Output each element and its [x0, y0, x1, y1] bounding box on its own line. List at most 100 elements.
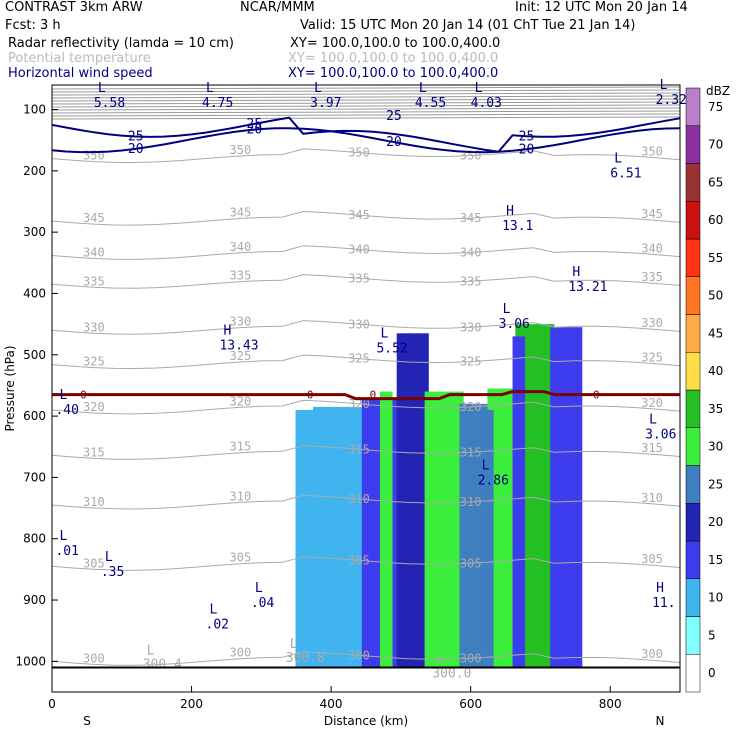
x-tick-label: 200: [180, 697, 203, 711]
wind-extremum-type: H: [506, 204, 514, 219]
theta-contour-label: 310: [348, 492, 370, 506]
colorbar-unit: dBZ: [706, 84, 730, 98]
x-end-label-right: N: [656, 714, 665, 728]
theta-contour-label: 350: [348, 146, 370, 160]
wind-extremum-value: 13.21: [568, 280, 607, 295]
wind-contour-label: 20: [128, 142, 144, 157]
header-left1: CONTRAST 3km ARW: [5, 0, 143, 15]
wind-extremum-type: H: [572, 265, 580, 280]
wind-contour-label: 20: [247, 123, 263, 138]
colorbar-level-label: 30: [708, 440, 723, 454]
theta-contour-label: 335: [641, 270, 663, 284]
theta-contour: [51, 245, 681, 260]
y-tick-label: 500: [23, 348, 46, 362]
wind-contour-label: 25: [386, 109, 402, 124]
theta-contour: [51, 556, 681, 571]
theta-upper-contour: [51, 110, 681, 114]
theta-contour-label: 305: [641, 552, 663, 566]
colorbar-level-label: 45: [708, 326, 723, 340]
theta-upper-contour: [51, 92, 681, 96]
y-tick-label: 600: [23, 409, 46, 423]
theta-contour: [51, 494, 681, 510]
theta-contour-label: 350: [83, 149, 105, 163]
theta-contour-label: 335: [230, 269, 252, 283]
theta-contour-label: 320: [460, 400, 482, 414]
theta-upper-contour: [51, 86, 681, 90]
wind-extremum-value: .02: [206, 617, 229, 632]
wind-contour-label: 25: [128, 130, 144, 145]
theta-contour: [51, 210, 681, 226]
theta-contour-label: 350: [641, 144, 663, 158]
theta-contour: [51, 399, 681, 415]
theta-contour-label: 330: [230, 315, 252, 329]
field-xy-theta: XY= 100.0,100.0 to 100.0,400.0: [288, 51, 499, 66]
colorbar-level-label: 70: [708, 138, 723, 152]
wind-contour: [51, 116, 681, 153]
wind-extremum-type: L: [649, 412, 657, 427]
wind-contour-label: 20: [519, 142, 535, 157]
theta-upper-contour: [51, 107, 681, 111]
theta-contour-label: 315: [348, 442, 370, 456]
theta-upper-contour: [51, 95, 681, 99]
theta-contour-label: 310: [460, 495, 482, 509]
theta-contour-label: 330: [83, 320, 105, 334]
colorbar-swatch: [685, 654, 701, 693]
theta-contour-label: 340: [83, 245, 105, 259]
theta-upper-contour: [51, 101, 681, 105]
y-tick-label: 700: [23, 470, 46, 484]
colorbar-swatch: [685, 314, 701, 353]
reflectivity-column: [295, 409, 318, 668]
theta-contour-label: 315: [230, 440, 252, 454]
theta-contour-label: 330: [348, 317, 370, 331]
header-center1: NCAR/MMM: [240, 0, 315, 15]
theta-extremum-value: 300.8: [286, 651, 325, 666]
theta-contour-label: 335: [83, 274, 105, 288]
theta-contour-label: 300: [348, 648, 370, 662]
wind-extremum-type: L: [314, 81, 322, 96]
wind-extremum-type: L: [503, 302, 511, 317]
theta-contour-label: 345: [460, 211, 482, 225]
wind-extremum-type: L: [380, 326, 388, 341]
theta-contour-label: 325: [460, 355, 482, 369]
wind-extremum-type: L: [475, 81, 483, 96]
theta-contour-label: 305: [83, 556, 105, 570]
colorbar-level-label: 55: [708, 251, 723, 265]
wind-extremum-value: 13.43: [219, 338, 258, 353]
colorbar-swatch: [685, 540, 701, 579]
wind-extremum-value: 4.75: [202, 96, 233, 111]
colorbar-swatch: [685, 163, 701, 202]
y-axis-label: Pressure (hPa): [3, 345, 17, 431]
wind-contour-label: 25: [519, 129, 535, 144]
wind-extremum-value: .01: [55, 544, 78, 559]
wind-extremum-type: H: [656, 581, 664, 596]
wind-extremum-value: 5.52: [376, 341, 407, 356]
theta-contour-label: 345: [348, 208, 370, 222]
theta-upper-contour: [51, 98, 681, 102]
wind-extremum-value: 4.03: [471, 96, 502, 111]
colorbar-swatch: [685, 427, 701, 466]
y-tick-label: 400: [23, 286, 46, 300]
colorbar-level-label: 25: [708, 477, 723, 491]
zero-isotherm-label: 0: [80, 389, 87, 402]
wind-extremum-value: 11.: [652, 596, 675, 611]
colorbar-swatch: [685, 465, 701, 504]
wind-extremum-type: L: [206, 81, 214, 96]
theta-contour-label: 300: [230, 646, 252, 660]
zero-isotherm-label: 0: [307, 389, 314, 402]
theta-upper-contour: [51, 113, 681, 117]
x-axis-label: Distance (km): [324, 714, 408, 728]
theta-extremum-type: L: [147, 643, 155, 658]
colorbar-swatch: [685, 578, 701, 617]
theta-contour: [51, 445, 681, 460]
theta-contour: [51, 354, 681, 370]
theta-contour-label: 330: [641, 316, 663, 330]
theta-extremum-value: 300.4: [143, 657, 182, 672]
theta-contour-label: 325: [348, 352, 370, 366]
wind-extremum-value: .40: [55, 403, 78, 418]
wind-extremum-value: 2.32: [656, 93, 687, 108]
theta-contour-label: 315: [83, 445, 105, 459]
wind-extremum-value: 3.97: [310, 96, 341, 111]
theta-contour-label: 315: [460, 445, 482, 459]
colorbar-swatch: [685, 389, 701, 428]
theta-upper-contour: [51, 104, 681, 108]
